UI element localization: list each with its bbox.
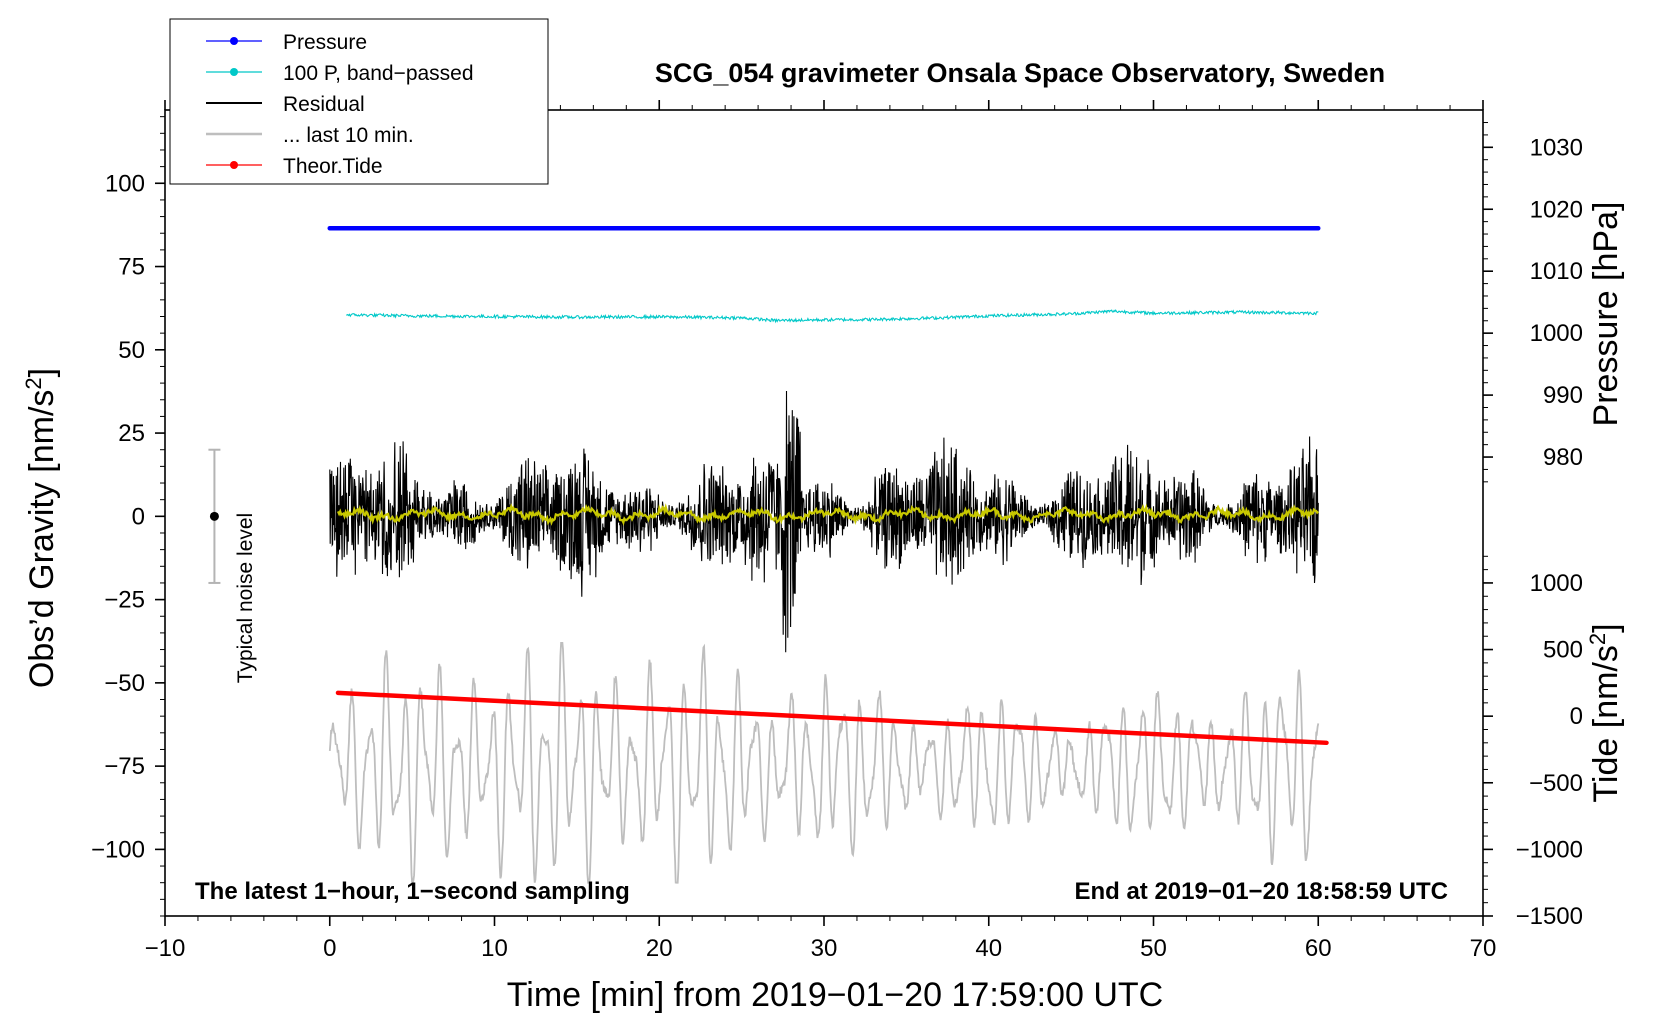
chart-title: SCG_054 gravimeter Onsala Space Observat… xyxy=(655,58,1385,88)
legend-label: Pressure xyxy=(283,31,367,54)
series-last-10-min xyxy=(328,642,1320,884)
x-tick-label: 40 xyxy=(975,935,1002,962)
y-axis-label-left: Obs’d Gravity [nm/s2] xyxy=(21,368,61,688)
y-axis-label-pressure: Pressure [hPa] xyxy=(1587,202,1625,427)
legend-marker xyxy=(230,161,238,169)
legend-label: Residual xyxy=(283,93,365,116)
y-axis-label-tide-text: Tide [nm/s xyxy=(1587,645,1625,802)
legend-label: Theor.Tide xyxy=(283,155,383,178)
x-tick-label: 50 xyxy=(1140,935,1167,962)
x-tick-label: −10 xyxy=(145,935,186,962)
y-left-tick-label: 0 xyxy=(132,503,145,530)
tide-tick-label: 500 xyxy=(1543,637,1583,664)
y-axis-label-tide: Tide [nm/s2] xyxy=(1585,623,1625,802)
legend: Pressure 100 P, band−passed Residual ... la… xyxy=(169,18,549,185)
y-axis-label-tide-end: ] xyxy=(1587,623,1625,632)
legend-marker xyxy=(230,68,238,76)
pressure-tick-label: 1030 xyxy=(1530,134,1583,161)
axes-layer: −10 0 10 20 30 40 50 60 701007550250−25−50−75−10… xyxy=(91,100,1583,962)
x-tick-label: 10 xyxy=(481,935,508,962)
series-residual-smoothed xyxy=(337,503,1320,526)
series-theoretical-tide xyxy=(335,690,1329,746)
annotation-bottom-left: The latest 1−hour, 1−second sampling xyxy=(195,878,630,905)
x-tick-label: 20 xyxy=(646,935,673,962)
y-axis-label-left-end: ] xyxy=(23,368,61,377)
legend-label: ... last 10 min. xyxy=(283,124,414,147)
pressure-tick-label: 1000 xyxy=(1530,320,1583,347)
series-band-passed-pressure xyxy=(346,309,1319,324)
x-tick-label: 60 xyxy=(1305,935,1332,962)
tide-tick-label: 0 xyxy=(1570,703,1583,730)
tide-tick-label: −500 xyxy=(1529,770,1583,797)
x-tick-label: 0 xyxy=(323,935,336,962)
series-residual xyxy=(329,390,1319,653)
y-left-tick-label: 50 xyxy=(118,337,145,364)
legend-marker xyxy=(230,37,238,45)
x-tick-label: 30 xyxy=(811,935,838,962)
legend-label: 100 P, band−passed xyxy=(283,62,474,85)
noise-bar-point xyxy=(209,511,219,521)
y-left-tick-label: −25 xyxy=(104,587,145,614)
y-axis-label-left-sup: 2 xyxy=(21,377,46,389)
pressure-tick-label: 990 xyxy=(1543,382,1583,409)
x-axis-label: Time [min] from 2019−01−20 17:59:00 UTC xyxy=(507,976,1163,1014)
x-tick-label: 70 xyxy=(1470,935,1497,962)
y-left-tick-label: −100 xyxy=(91,836,145,863)
annotation-bottom-right: End at 2019−01−20 18:58:59 UTC xyxy=(1074,878,1448,905)
tide-tick-label: −1000 xyxy=(1516,836,1583,863)
y-left-tick-label: −50 xyxy=(104,670,145,697)
y-left-tick-label: 75 xyxy=(118,254,145,281)
y-axis-label-left-text: Obs’d Gravity [nm/s xyxy=(23,390,61,689)
tide-tick-label: −1500 xyxy=(1516,903,1583,930)
pressure-tick-label: 1010 xyxy=(1530,258,1583,285)
y-axis-label-tide-sup: 2 xyxy=(1585,633,1610,645)
pressure-tick-label: 980 xyxy=(1543,444,1583,471)
tide-tick-label: 1000 xyxy=(1530,570,1583,597)
y-left-tick-label: 25 xyxy=(118,420,145,447)
series-layer xyxy=(208,225,1329,884)
y-left-tick-label: −75 xyxy=(104,753,145,780)
pressure-tick-label: 1020 xyxy=(1530,196,1583,223)
legend-box xyxy=(169,18,549,185)
y-left-tick-label: 100 xyxy=(105,170,145,197)
noise-level-label: Typical noise level xyxy=(234,513,257,683)
